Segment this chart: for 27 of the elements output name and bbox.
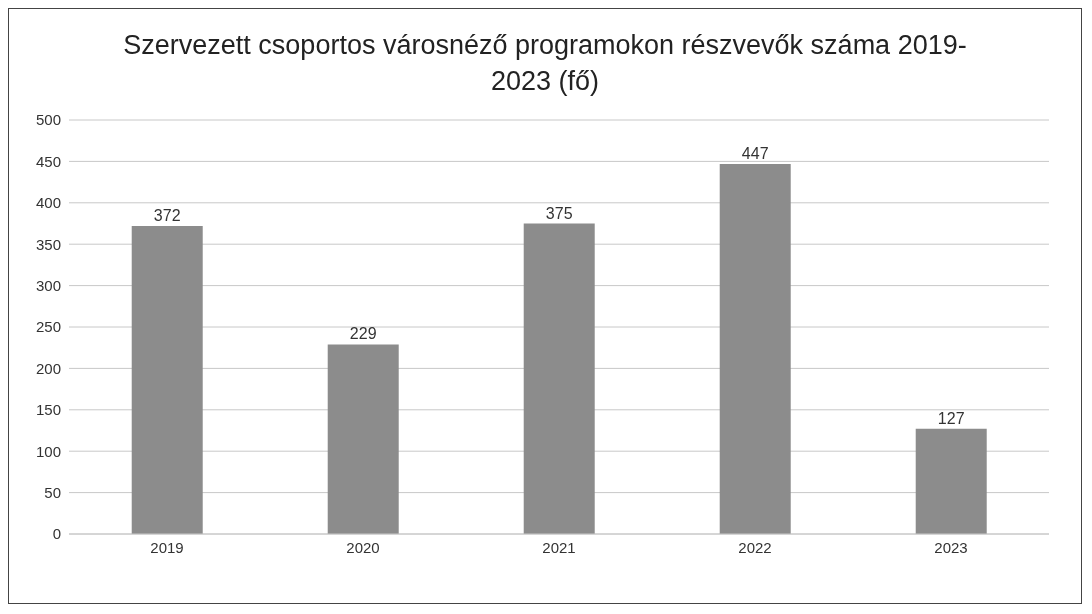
data-label: 375 (545, 204, 573, 222)
y-tick-label: 50 (44, 483, 61, 501)
y-tick-label: 0 (52, 525, 61, 543)
x-tick-label: 2020 (346, 538, 380, 556)
y-tick-label: 300 (35, 276, 61, 294)
data-label: 229 (349, 325, 377, 343)
x-tick-label: 2023 (934, 538, 968, 556)
bar (327, 344, 399, 534)
bar (915, 428, 987, 534)
chart-title: Szervezett csoportos városnéző programokon részvevők száma 2019-2023 (fő) (122, 29, 968, 99)
data-label: 447 (741, 144, 769, 162)
y-tick-label: 350 (35, 235, 61, 253)
bar (131, 225, 203, 534)
y-tick-label: 200 (35, 359, 61, 377)
y-tick-label: 250 (35, 318, 61, 336)
x-tick-label: 2019 (150, 538, 184, 556)
x-tick-label: 2021 (542, 538, 576, 556)
y-tick-label: 100 (35, 442, 61, 460)
y-tick-label: 150 (35, 401, 61, 418)
bar (523, 223, 595, 534)
data-label: 372 (153, 206, 181, 224)
y-tick-label: 500 (35, 111, 61, 129)
bar (719, 163, 791, 534)
y-tick-label: 450 (35, 152, 61, 170)
data-label: 127 (937, 409, 965, 427)
x-tick-label: 2022 (738, 538, 772, 556)
y-tick-label: 400 (35, 194, 61, 211)
